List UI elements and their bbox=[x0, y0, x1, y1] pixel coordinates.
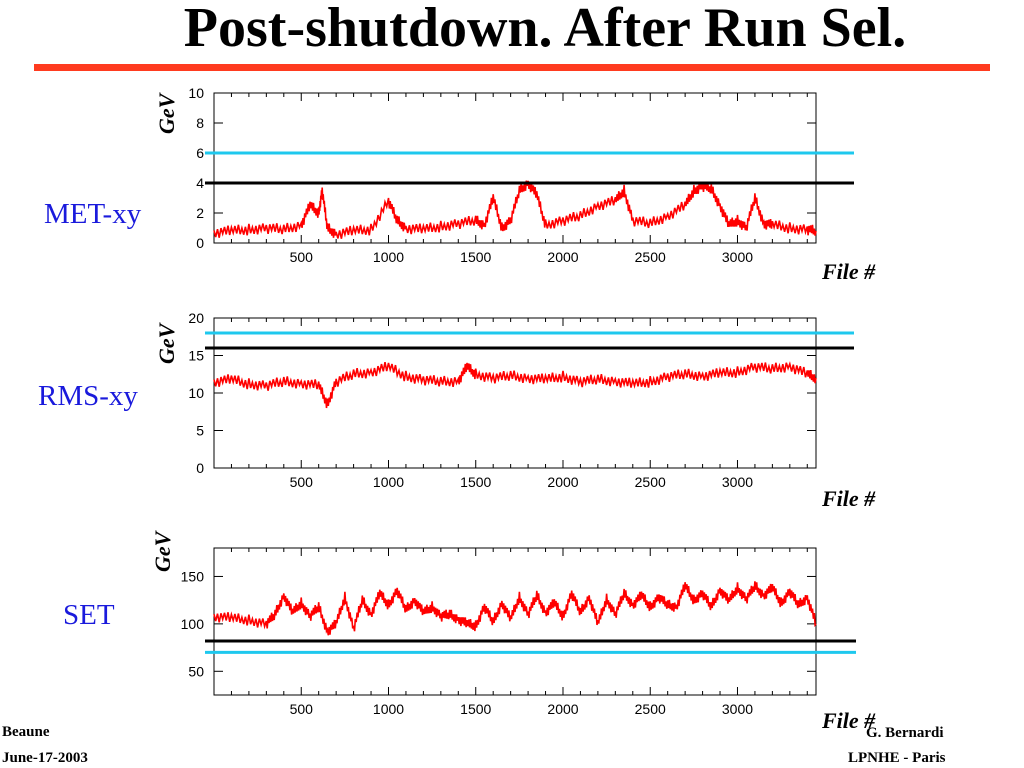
plot-frame-1 bbox=[213, 317, 817, 469]
x-tick-label: 2000 bbox=[547, 701, 578, 717]
y-tick-label: 5 bbox=[196, 423, 204, 439]
xlabel-set: File # bbox=[822, 708, 876, 733]
data-trace-2-0 bbox=[213, 581, 817, 636]
row-label-met-xy: MET-xy bbox=[44, 198, 142, 230]
x-tick-label: 3000 bbox=[722, 701, 753, 717]
y-tick-label: 8 bbox=[196, 115, 204, 131]
x-tick-label: 2000 bbox=[547, 474, 578, 490]
x-tick-label: 500 bbox=[290, 701, 314, 717]
footer-author: G. Bernardi bbox=[866, 725, 944, 741]
y-tick-label: 20 bbox=[188, 310, 204, 326]
plot-frame-2 bbox=[213, 547, 817, 696]
footer-affiliation: LPNHE - Paris bbox=[848, 750, 946, 766]
xlabel-rms: File # bbox=[822, 486, 876, 511]
row-label-set: SET bbox=[63, 599, 115, 631]
data-trace-0-0 bbox=[213, 180, 817, 239]
y-tick-label: 15 bbox=[188, 348, 204, 364]
x-tick-label: 3000 bbox=[722, 249, 753, 265]
x-tick-label: 2000 bbox=[547, 249, 578, 265]
xlabel-met: File # bbox=[822, 259, 876, 284]
y-tick-label: 10 bbox=[188, 385, 204, 401]
y-tick-label: 2 bbox=[196, 205, 204, 221]
plot-frame-0 bbox=[213, 92, 817, 244]
y-tick-label: 10 bbox=[188, 85, 204, 101]
x-tick-label: 1000 bbox=[373, 701, 404, 717]
y-tick-label: 100 bbox=[181, 616, 205, 632]
footer-date: June-17-2003 bbox=[2, 750, 88, 766]
x-tick-label: 1000 bbox=[373, 249, 404, 265]
slide-title: Post-shutdown. After Run Sel. bbox=[183, 0, 907, 59]
y-tick-label: 0 bbox=[196, 460, 204, 476]
x-tick-label: 1500 bbox=[460, 474, 491, 490]
y-tick-label: 150 bbox=[181, 568, 205, 584]
x-tick-label: 1500 bbox=[460, 249, 491, 265]
x-tick-label: 500 bbox=[290, 249, 314, 265]
x-tick-label: 1500 bbox=[460, 701, 491, 717]
x-tick-label: 3000 bbox=[722, 474, 753, 490]
y-tick-label: 6 bbox=[196, 145, 204, 161]
y-tick-label: 0 bbox=[196, 235, 204, 251]
row-label-rms-xy: RMS-xy bbox=[38, 380, 138, 412]
y-tick-label: 50 bbox=[188, 663, 204, 679]
x-tick-label: 2500 bbox=[635, 474, 666, 490]
x-tick-label: 500 bbox=[290, 474, 314, 490]
title-underline bbox=[34, 64, 990, 71]
data-trace-1-0 bbox=[213, 361, 817, 409]
footer-venue: Beaune bbox=[2, 724, 50, 740]
x-tick-label: 2500 bbox=[635, 701, 666, 717]
y-tick-label: 4 bbox=[196, 175, 204, 191]
x-tick-label: 2500 bbox=[635, 249, 666, 265]
x-tick-label: 1000 bbox=[373, 474, 404, 490]
